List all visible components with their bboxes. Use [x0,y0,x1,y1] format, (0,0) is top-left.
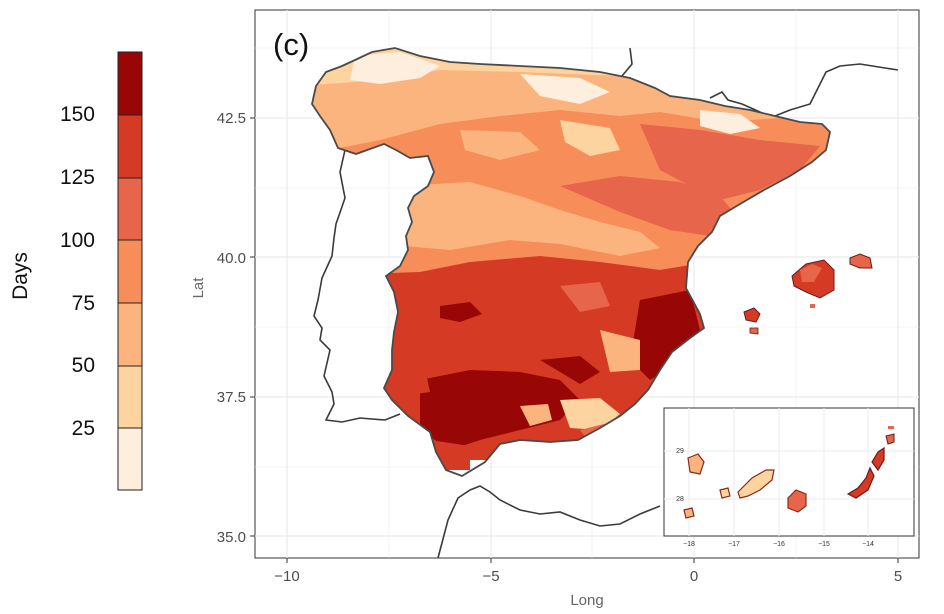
inset-y-tick-29: 29 [676,448,684,455]
legend-label-125: 125 [60,166,95,189]
inset-x-tick-neg15: −15 [818,541,830,548]
legend-colorbar [117,51,143,491]
legend-label-75: 75 [72,292,95,315]
inset-x-tick-neg16: −16 [773,541,785,548]
inset-x-tick-neg14: −14 [862,541,874,548]
legend-label-150: 150 [60,103,95,126]
inset-x-tick-neg17: −17 [728,541,740,548]
legend-bin-1 [117,427,143,491]
legend-bin-5 [117,177,143,241]
legend-bin-7 [117,51,143,116]
x-tick-neg5: −5 [482,568,499,585]
legend-label-100: 100 [60,229,95,252]
axis-tick-marks [250,117,899,563]
x-tick-5: 5 [894,568,902,585]
x-tick-neg10: −10 [274,568,299,585]
inset-y-tick-28: 28 [676,496,684,503]
portugal-coastline [313,149,401,423]
legend-bin-4 [117,239,143,304]
canary-inset [663,407,915,537]
legend-title: Days [9,252,32,300]
y-tick-37-5: 37.5 [217,389,246,406]
x-axis-title: Long [570,592,603,609]
panel-label: (c) [273,27,309,62]
legend-bin-2 [117,365,143,429]
france-coastline [621,47,899,119]
y-tick-40: 40.0 [217,250,246,267]
spain-coastline [311,47,831,477]
legend-bin-6 [117,114,143,179]
legend-label-50: 50 [72,354,95,377]
inset-x-tick-neg18: −18 [683,541,695,548]
africa-coastline [437,485,661,558]
legend-bin-3 [117,302,143,367]
y-tick-35: 35.0 [217,529,246,546]
balearic-islands [743,253,873,335]
y-axis-title: Lat [190,277,207,299]
y-tick-42-5: 42.5 [217,110,246,127]
x-tick-0: 0 [690,568,698,585]
legend-label-25: 25 [72,417,95,440]
